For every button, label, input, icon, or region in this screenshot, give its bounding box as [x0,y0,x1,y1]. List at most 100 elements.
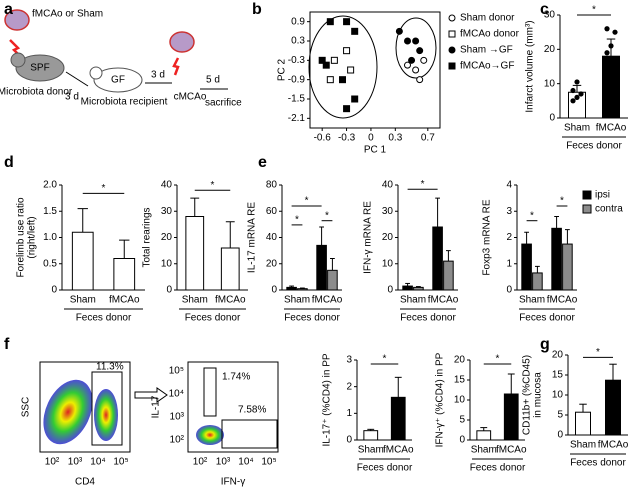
y-tick-label: -2.1 [288,113,306,124]
bar [402,285,413,291]
density [43,379,93,445]
point [604,74,610,80]
y-tick-label: 10 [161,258,173,269]
bar [602,55,620,119]
y-axis-label: Foxp3 mRNA RE [482,199,493,275]
y-tick-label: 0 [166,285,172,296]
brain-icon [4,9,30,31]
y-axis-label: PC 2 [277,58,288,81]
y-tick-label: 40 [161,180,173,191]
y-tick-label: 0 [346,435,352,446]
point [326,18,334,26]
point [404,61,411,69]
legend-marker [448,30,456,38]
y-tick-label: 40 [382,180,394,191]
y-axis-label: CD11b+ (%CD45) [522,355,533,435]
bar [185,216,205,291]
y-tick-label: -0.9 [288,74,306,85]
diagram: fMCAo or Sham SPF Microbiota donor 3 d G… [0,9,242,109]
bar [521,243,532,291]
bar [432,226,443,291]
y-axis-label: IL-17⁺ (%CD4) in PP [322,353,333,446]
axis-label: IL-17 [151,395,162,418]
y-tick-label: 10 [454,395,466,406]
bar [503,393,519,441]
legend-marker [448,14,456,22]
y-tick-label: 2 [506,232,512,243]
point [343,47,351,55]
gate-label: 1.74% [222,372,250,383]
y-axis-label: IFN-γ mRNA RE [363,201,374,274]
point [574,94,580,100]
donor-label: Microbiota donor [0,87,73,98]
x-tick-label: Sham [471,445,497,456]
point [608,43,614,49]
panel-label: b [252,1,262,18]
x-tick-label: fMCAo [428,295,459,306]
point [578,91,584,97]
sig-star: * [421,179,425,190]
legend-swatch [582,204,592,214]
step: 3 d [151,70,165,81]
y-tick-label: 0.3 [291,36,305,47]
cluster-outline [395,17,437,79]
y-tick-label: 30 [161,206,173,217]
panel-label: f [4,336,10,353]
axis-label: SSC [21,397,32,418]
panel-label: g [540,336,550,353]
point [326,76,334,84]
y-tick-label: 10 [552,390,564,401]
sig-star: * [102,183,106,194]
y-tick-label: 30 [382,206,394,217]
bar [551,227,562,291]
x-tick-label: fMCAo [596,123,627,134]
donor-box: SPF [30,63,49,74]
mouse-donor [15,54,65,82]
tick-label: 10³ [216,457,231,468]
tick-label: 10⁵ [169,366,184,377]
gate [203,367,217,417]
tick-label: 10⁴ [169,389,184,400]
point [604,50,610,56]
point [351,95,359,103]
tick-label: 10³ [170,412,185,423]
mouse-head [89,66,103,80]
y-tick-label: 1 [346,408,352,419]
mouse-recipient [93,67,143,93]
tick-label: 10³ [68,457,83,468]
bar [297,288,308,291]
x-tick-label: Sham [182,295,208,306]
y-tick-label: 0.5 [43,258,57,269]
x-tick-label: -0.3 [338,133,356,144]
group-label: Feces donor [519,313,575,324]
point [604,26,610,32]
cluster-outline [308,15,378,119]
point [416,47,424,55]
y-tick-label: 30 [544,10,556,21]
recipient-box: GF [111,75,125,86]
tick-label: 10² [193,457,208,468]
bar [327,269,338,291]
legend-swatch [582,190,592,200]
mouse-head [10,52,26,68]
y-tick-label: 20 [266,258,278,269]
flow-frame [187,361,279,453]
point [395,27,403,35]
y-tick-label: 1.5 [43,206,57,217]
point [570,87,576,94]
y-axis-label: Total rearings [142,207,153,267]
x-tick-label: fMCAo [496,445,527,456]
axis-label: CD4 [75,477,95,488]
sig-star: * [530,210,534,221]
bar [113,258,136,291]
group-label: Feces donor [76,313,132,324]
y-tick-label: 2 [346,381,352,392]
x-tick-label: fMCAo [109,295,140,306]
tick-label: 10² [45,457,60,468]
y-tick-label: 0 [549,113,555,124]
legend-label: contra [595,204,623,215]
bar [532,272,543,291]
point [420,56,428,64]
x-tick-label: 0.3 [388,133,402,144]
sig-star: * [383,354,387,365]
